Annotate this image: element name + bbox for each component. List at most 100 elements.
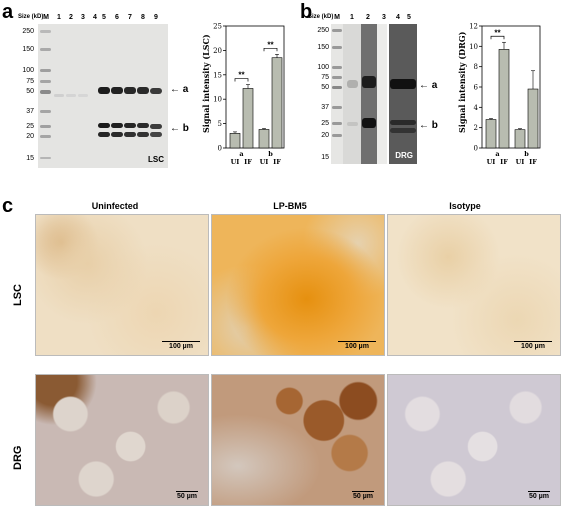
mw-marker-75: 75: [26, 78, 34, 85]
significance-bracket: [490, 35, 505, 40]
significance-bracket: [263, 47, 278, 52]
lane-label-2: 2: [366, 14, 370, 21]
scale-bar-lsc-3: 100 µm: [512, 341, 554, 350]
y-tick-label: 0: [474, 145, 478, 153]
band-b-label-a: ← b: [170, 123, 189, 134]
lane-label-M: M: [43, 14, 49, 21]
group-label: a: [495, 150, 500, 158]
significance-marker: **: [267, 40, 274, 49]
mw-marker-20: 20: [26, 133, 34, 140]
tissue-label-b: DRG: [395, 151, 413, 160]
micrograph-lsc-lp-bm5: 100 µm: [211, 214, 385, 356]
lane-label-3: 3: [81, 14, 85, 21]
mw-marker-250: 250: [317, 27, 329, 34]
row-title-drg: DRG: [12, 445, 24, 470]
lane-label-2: 2: [69, 14, 73, 21]
lane-label-5: 5: [102, 14, 106, 21]
mw-marker-15: 15: [26, 155, 34, 162]
y-tick-label: 10: [213, 96, 222, 104]
scale-bar-drg-3: 50 µm: [528, 491, 550, 500]
y-tick-label: 4: [474, 104, 479, 112]
mw-marker-25: 25: [26, 123, 34, 130]
bar: [514, 129, 526, 149]
group-label: b: [524, 150, 529, 158]
lane-label-9: 9: [154, 14, 158, 21]
panel-letter-c: c: [2, 195, 14, 217]
lane-label-6: 6: [115, 14, 119, 21]
mw-marker-20: 20: [321, 132, 329, 139]
group-label: b: [268, 150, 273, 158]
mw-marker-50: 50: [26, 88, 34, 95]
bar: [271, 57, 283, 149]
significance-bracket: [234, 78, 249, 82]
band-b-label-b: ← b: [419, 120, 438, 131]
category-label: IF: [529, 158, 537, 166]
panel-letter-a: a: [2, 1, 14, 23]
bar: [485, 119, 497, 149]
row-title-lsc: LSC: [12, 284, 24, 306]
size-header-a: Size (kD): [18, 14, 44, 20]
bar: [527, 88, 539, 149]
scale-bar-lsc-1: 100 µm: [160, 341, 202, 350]
bar: [242, 88, 254, 149]
lane-label-M: M: [334, 14, 340, 21]
category-label: IF: [273, 158, 281, 166]
significance-marker: **: [238, 71, 245, 80]
bar: [258, 129, 270, 149]
western-blot-b: DRG: [331, 24, 417, 164]
lane-label-7: 7: [128, 14, 132, 21]
mw-marker-50: 50: [321, 84, 329, 91]
group-label: a: [239, 150, 244, 158]
bar: [498, 49, 510, 149]
category-label: UI: [516, 158, 525, 166]
lane-label-1: 1: [350, 14, 354, 21]
column-title-uninfected: Uninfected: [91, 201, 139, 211]
size-header-b: Size (kD): [308, 14, 334, 20]
y-tick-label: 0: [218, 145, 222, 153]
mw-marker-100: 100: [317, 64, 329, 71]
micrograph-lsc-uninfected: 100 µm: [35, 214, 209, 356]
category-label: UI: [231, 158, 240, 166]
scale-bar-drg-2: 50 µm: [352, 491, 374, 500]
mw-marker-250: 250: [22, 28, 34, 35]
band-a-label-b: ← a: [419, 80, 438, 91]
significance-marker: **: [494, 28, 501, 37]
mw-markers-b: 250 150 100 75 50 37 25 20 15: [307, 22, 331, 162]
category-label: IF: [244, 158, 252, 166]
mw-marker-25: 25: [321, 120, 329, 127]
mw-marker-75: 75: [321, 74, 329, 81]
plot-frame: [225, 25, 285, 149]
y-tick-label: 12: [469, 23, 478, 31]
y-tick-label: 15: [213, 71, 222, 79]
mw-marker-37: 37: [26, 108, 34, 115]
scale-bar-drg-1: 50 µm: [176, 491, 198, 500]
panel-letter-b: b: [300, 1, 313, 23]
category-label: IF: [500, 158, 508, 166]
tissue-label-a: LSC: [148, 155, 164, 164]
mw-marker-150: 150: [22, 46, 34, 53]
scale-bar-lsc-2: 100 µm: [336, 341, 378, 350]
micrograph-drg-uninfected: 50 µm: [35, 374, 209, 506]
category-label: UI: [487, 158, 496, 166]
lane-label-1: 1: [57, 14, 61, 21]
lane-label-3: 3: [382, 14, 386, 21]
lane-label-8: 8: [141, 14, 145, 21]
band-a-label-a: ← a: [170, 84, 189, 95]
y-tick-label: 8: [474, 63, 478, 71]
y-tick-label: 2: [474, 124, 478, 132]
mw-marker-15: 15: [321, 154, 329, 161]
mw-markers-a: 250 150 100 75 50 37 25 20 15: [12, 22, 36, 162]
y-tick-label: 10: [469, 43, 478, 51]
mw-marker-100: 100: [22, 67, 34, 74]
mw-marker-150: 150: [317, 44, 329, 51]
y-tick-label: 6: [474, 84, 479, 92]
y-tick-label: 20: [213, 47, 222, 55]
lane-label-4: 4: [396, 14, 400, 21]
column-title-isotype: Isotype: [449, 201, 481, 211]
micrograph-drg-lp-bm5: 50 µm: [211, 374, 385, 506]
micrograph-lsc-isotype: 100 µm: [387, 214, 561, 356]
category-label: UI: [260, 158, 269, 166]
